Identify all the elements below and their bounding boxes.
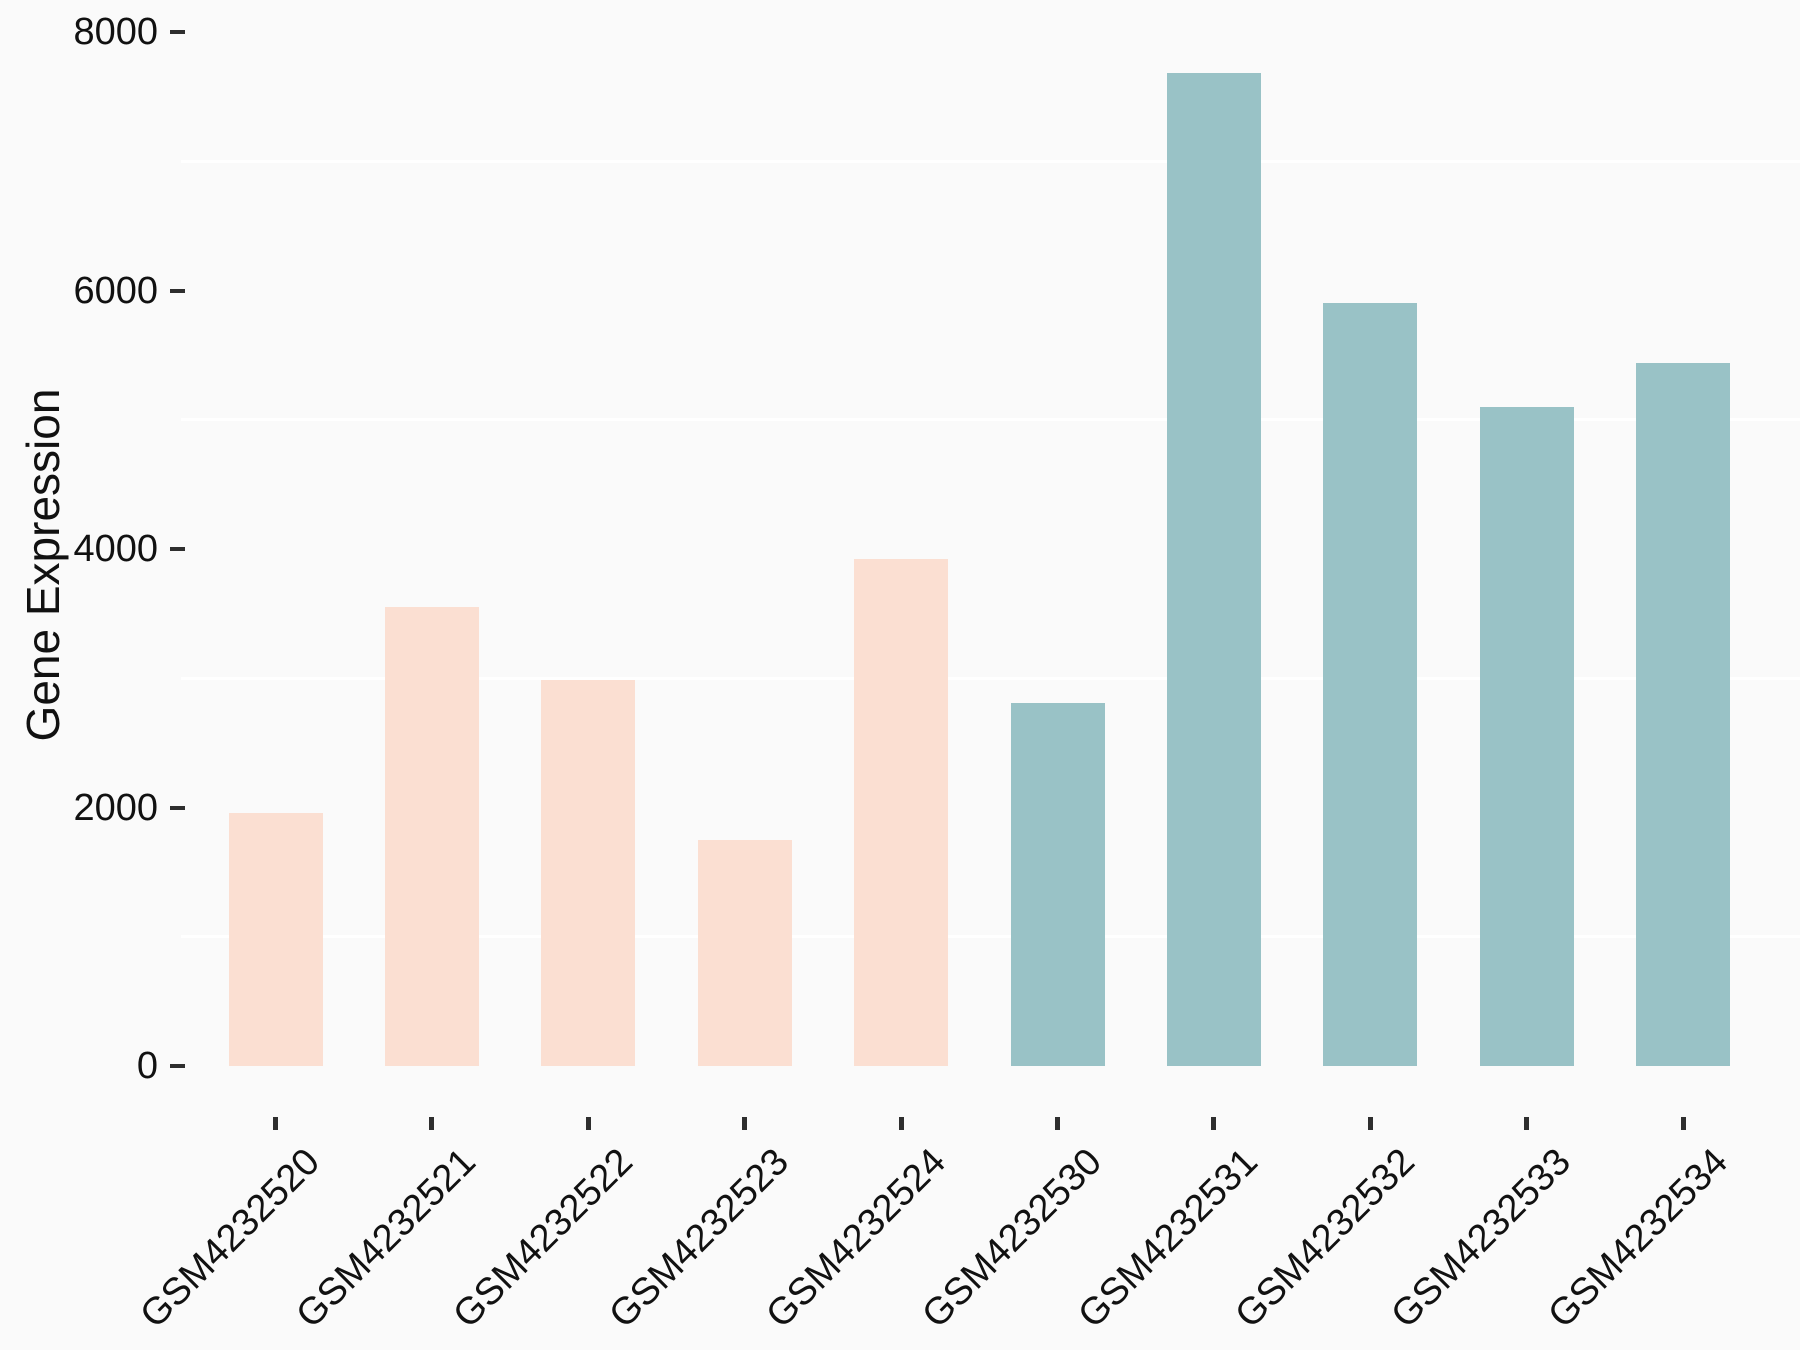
- minor-gridline-1000: [181, 935, 1800, 939]
- x-axis-tick-GSM4232533: [1524, 1117, 1530, 1130]
- x-axis-tick-GSM4232520: [273, 1117, 278, 1130]
- x-axis-tick-GSM4232521: [429, 1117, 435, 1130]
- x-axis-tick-GSM4232534: [1680, 1117, 1686, 1130]
- bar-GSM4232523: [698, 840, 792, 1066]
- y-axis-tick-0: [170, 1064, 185, 1068]
- y-axis-tick-label-4000: 4000: [73, 528, 158, 570]
- bar-GSM4232524: [854, 559, 948, 1066]
- bar-GSM4232522: [541, 680, 635, 1066]
- bar-GSM4232530: [1011, 703, 1105, 1066]
- bar-GSM4232532: [1323, 303, 1417, 1066]
- minor-gridline-5000: [181, 418, 1800, 422]
- bar-GSM4232531: [1167, 73, 1261, 1066]
- x-axis-tick-GSM4232531: [1211, 1117, 1217, 1130]
- y-axis-tick-label-8000: 8000: [73, 11, 158, 53]
- y-axis-tick-label-2000: 2000: [73, 786, 158, 829]
- y-axis-tick-4000: [170, 547, 185, 551]
- bar-GSM4232534: [1636, 363, 1730, 1066]
- y-axis-tick-label-6000: 6000: [73, 269, 158, 312]
- minor-gridline-7000: [181, 159, 1800, 163]
- bar-GSM4232520: [229, 813, 323, 1066]
- minor-gridline-3000: [181, 676, 1800, 680]
- y-axis-title: Gene Expression: [17, 388, 69, 742]
- x-axis-tick-GSM4232530: [1055, 1117, 1060, 1130]
- bar-GSM4232533: [1480, 407, 1574, 1066]
- bar-GSM4232521: [385, 607, 479, 1066]
- y-axis-tick-6000: [170, 288, 185, 293]
- y-axis-tick-label-0: 0: [136, 1045, 158, 1087]
- x-axis-tick-GSM4232524: [898, 1117, 904, 1130]
- y-axis-tick-8000: [170, 30, 185, 34]
- x-axis-tick-GSM4232532: [1367, 1117, 1373, 1130]
- x-axis-tick-GSM4232523: [742, 1117, 748, 1130]
- y-axis-tick-2000: [170, 805, 185, 810]
- plot-panel: [181, 0, 1800, 1113]
- x-axis-tick-GSM4232522: [585, 1117, 591, 1130]
